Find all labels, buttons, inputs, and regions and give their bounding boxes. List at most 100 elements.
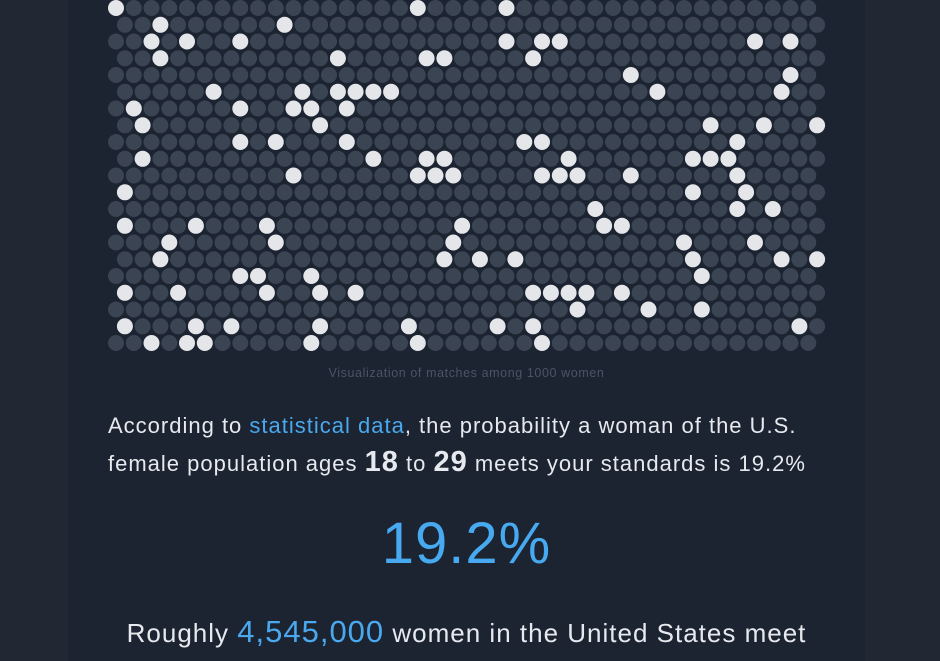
- woman-dot: [649, 16, 666, 33]
- woman-dot: [525, 83, 542, 100]
- woman-dot: [223, 16, 240, 33]
- woman-dot: [223, 251, 240, 268]
- woman-dot: [755, 83, 772, 100]
- woman-dot: [605, 134, 621, 150]
- woman-dot: [205, 284, 222, 301]
- woman-dot: [179, 0, 195, 16]
- woman-dot: [747, 335, 763, 351]
- woman-dot: [587, 134, 604, 150]
- woman-dot: [409, 100, 426, 117]
- woman-dot: [347, 217, 364, 234]
- woman-dot: [276, 83, 293, 100]
- woman-dot: [676, 33, 692, 50]
- match-dot: [116, 318, 133, 335]
- match-dot: [542, 284, 559, 301]
- woman-dot: [338, 67, 355, 83]
- woman-dot: [480, 234, 497, 251]
- statistical-data-link[interactable]: statistical data: [249, 413, 405, 438]
- woman-dot: [383, 16, 400, 33]
- match-dot: [436, 150, 453, 167]
- match-dot: [232, 134, 249, 150]
- woman-dot: [569, 201, 586, 217]
- woman-dot: [578, 150, 595, 167]
- woman-dot: [409, 33, 426, 50]
- woman-dot: [329, 284, 346, 301]
- woman-dot: [170, 318, 187, 335]
- woman-dot: [587, 234, 604, 251]
- woman-dot: [578, 184, 595, 201]
- match-dot: [294, 83, 311, 100]
- woman-dot: [471, 150, 488, 167]
- woman-dot: [764, 67, 781, 83]
- woman-dot: [143, 134, 160, 150]
- match-dot: [720, 150, 737, 167]
- woman-dot: [250, 167, 266, 184]
- woman-dot: [356, 301, 373, 318]
- woman-dot: [312, 50, 329, 67]
- woman-dot: [108, 201, 124, 217]
- woman-dot: [374, 335, 391, 351]
- woman-dot: [631, 150, 648, 167]
- woman-dot: [640, 167, 657, 184]
- woman-dot: [578, 217, 595, 234]
- woman-dot: [542, 251, 559, 268]
- woman-dot: [791, 150, 808, 167]
- woman-dot: [427, 67, 444, 83]
- match-dot: [303, 100, 320, 117]
- woman-dot: [258, 251, 275, 268]
- woman-dot: [551, 134, 568, 150]
- woman-dot: [294, 318, 311, 335]
- woman-dot: [702, 251, 719, 268]
- woman-dot: [223, 50, 240, 67]
- woman-dot: [507, 217, 524, 234]
- woman-dot: [374, 268, 391, 284]
- match-dot: [551, 33, 568, 50]
- woman-dot: [489, 150, 506, 167]
- match-dot: [773, 251, 790, 268]
- woman-dot: [276, 117, 293, 134]
- woman-dot: [241, 284, 258, 301]
- woman-dot: [782, 335, 799, 351]
- woman-dot: [427, 201, 444, 217]
- woman-dot: [622, 335, 639, 351]
- woman-dot: [223, 217, 240, 234]
- woman-dot: [427, 0, 444, 16]
- woman-dot: [551, 268, 568, 284]
- match-dot: [534, 33, 550, 50]
- woman-dot: [152, 184, 169, 201]
- woman-dot: [170, 117, 187, 134]
- match-dot: [773, 83, 790, 100]
- match-dot: [418, 50, 435, 67]
- woman-dot: [125, 134, 142, 150]
- match-dot: [560, 150, 577, 167]
- woman-dot: [676, 100, 692, 117]
- woman-dot: [374, 33, 391, 50]
- woman-dot: [214, 335, 231, 351]
- match-dot: [569, 301, 586, 318]
- woman-dot: [498, 134, 515, 150]
- woman-dot: [383, 318, 400, 335]
- woman-dot: [392, 268, 408, 284]
- woman-dot: [463, 301, 479, 318]
- woman-dot: [542, 217, 559, 234]
- woman-dot: [498, 301, 515, 318]
- woman-dot: [321, 201, 337, 217]
- woman-dot: [303, 134, 320, 150]
- woman-dot: [640, 100, 657, 117]
- woman-dot: [587, 33, 604, 50]
- statement-prefix: According to: [108, 413, 250, 438]
- woman-dot: [507, 16, 524, 33]
- woman-dot: [196, 0, 213, 16]
- woman-dot: [551, 0, 568, 16]
- woman-dot: [667, 251, 684, 268]
- woman-dot: [454, 184, 471, 201]
- woman-dot: [516, 201, 533, 217]
- woman-dot: [276, 217, 293, 234]
- woman-dot: [693, 167, 710, 184]
- woman-dot: [409, 134, 426, 150]
- woman-dot: [409, 301, 426, 318]
- woman-dot: [108, 268, 124, 284]
- woman-dot: [143, 301, 160, 318]
- woman-dot: [782, 268, 799, 284]
- woman-dot: [498, 167, 515, 184]
